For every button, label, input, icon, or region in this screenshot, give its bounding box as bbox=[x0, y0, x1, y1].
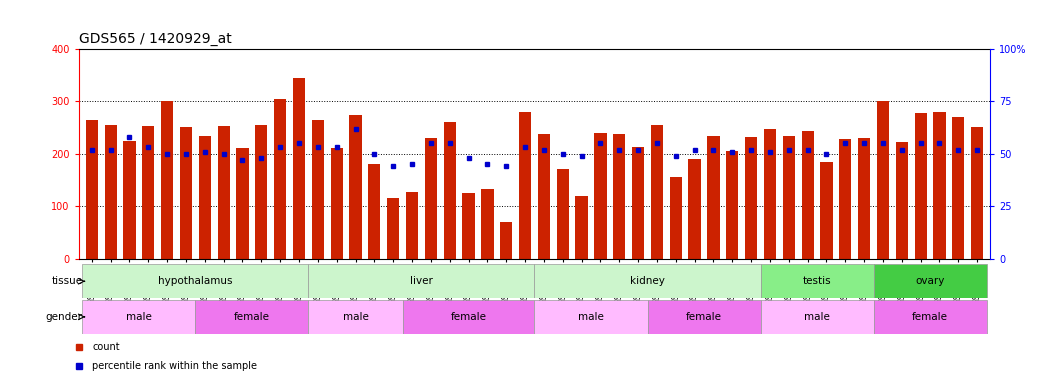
Text: female: female bbox=[686, 312, 722, 322]
Bar bbox=[349, 116, 362, 259]
Text: hypothalamus: hypothalamus bbox=[158, 276, 233, 286]
Bar bbox=[330, 148, 343, 259]
Bar bbox=[534, 300, 648, 334]
Bar bbox=[874, 264, 986, 298]
Bar bbox=[877, 101, 889, 259]
Bar bbox=[802, 131, 813, 259]
Text: count: count bbox=[92, 342, 119, 352]
Bar bbox=[237, 148, 248, 259]
Text: female: female bbox=[234, 312, 270, 322]
Text: female: female bbox=[451, 312, 486, 322]
Text: male: male bbox=[578, 312, 604, 322]
Bar bbox=[934, 112, 945, 259]
Bar bbox=[689, 159, 701, 259]
Bar bbox=[915, 113, 926, 259]
Bar bbox=[821, 162, 832, 259]
Bar bbox=[180, 128, 192, 259]
Bar bbox=[594, 133, 607, 259]
Bar bbox=[218, 126, 230, 259]
Bar bbox=[308, 264, 534, 298]
Bar bbox=[462, 193, 475, 259]
Bar bbox=[953, 117, 964, 259]
Bar bbox=[670, 177, 682, 259]
Bar bbox=[406, 192, 418, 259]
Bar bbox=[651, 125, 663, 259]
Bar bbox=[500, 222, 512, 259]
Bar bbox=[745, 137, 758, 259]
Text: GDS565 / 1420929_at: GDS565 / 1420929_at bbox=[79, 32, 232, 46]
Text: tissue: tissue bbox=[51, 276, 83, 286]
Bar bbox=[387, 198, 399, 259]
Bar bbox=[726, 151, 739, 259]
Bar bbox=[124, 141, 135, 259]
Bar bbox=[632, 147, 645, 259]
Text: gender: gender bbox=[45, 312, 83, 322]
Bar bbox=[613, 134, 626, 259]
Bar bbox=[764, 129, 777, 259]
Bar bbox=[761, 264, 874, 298]
Bar bbox=[274, 99, 286, 259]
Bar bbox=[292, 78, 305, 259]
Bar bbox=[783, 136, 795, 259]
Bar bbox=[839, 139, 851, 259]
Bar bbox=[971, 128, 983, 259]
Bar bbox=[538, 134, 550, 259]
Bar bbox=[195, 300, 308, 334]
Text: ovary: ovary bbox=[915, 276, 944, 286]
Text: liver: liver bbox=[410, 276, 433, 286]
Bar bbox=[143, 126, 154, 259]
Bar bbox=[368, 164, 380, 259]
Bar bbox=[256, 125, 267, 259]
Text: testis: testis bbox=[803, 276, 831, 286]
Bar bbox=[311, 120, 324, 259]
Text: male: male bbox=[343, 312, 369, 322]
Bar bbox=[874, 300, 986, 334]
Text: kidney: kidney bbox=[630, 276, 664, 286]
Text: male: male bbox=[804, 312, 830, 322]
Bar bbox=[534, 264, 761, 298]
Bar bbox=[83, 264, 308, 298]
Bar bbox=[308, 300, 402, 334]
Text: male: male bbox=[126, 312, 152, 322]
Bar bbox=[481, 189, 494, 259]
Bar bbox=[575, 196, 588, 259]
Bar bbox=[858, 138, 870, 259]
Bar bbox=[519, 112, 531, 259]
Bar bbox=[761, 300, 874, 334]
Bar bbox=[424, 138, 437, 259]
Bar bbox=[707, 136, 720, 259]
Bar bbox=[648, 300, 761, 334]
Bar bbox=[83, 300, 195, 334]
Bar bbox=[556, 170, 569, 259]
Text: female: female bbox=[912, 312, 948, 322]
Bar bbox=[896, 142, 908, 259]
Bar bbox=[443, 122, 456, 259]
Text: percentile rank within the sample: percentile rank within the sample bbox=[92, 362, 257, 371]
Bar bbox=[402, 300, 534, 334]
Bar bbox=[105, 125, 116, 259]
Bar bbox=[86, 120, 97, 259]
Bar bbox=[199, 136, 211, 259]
Bar bbox=[161, 101, 173, 259]
